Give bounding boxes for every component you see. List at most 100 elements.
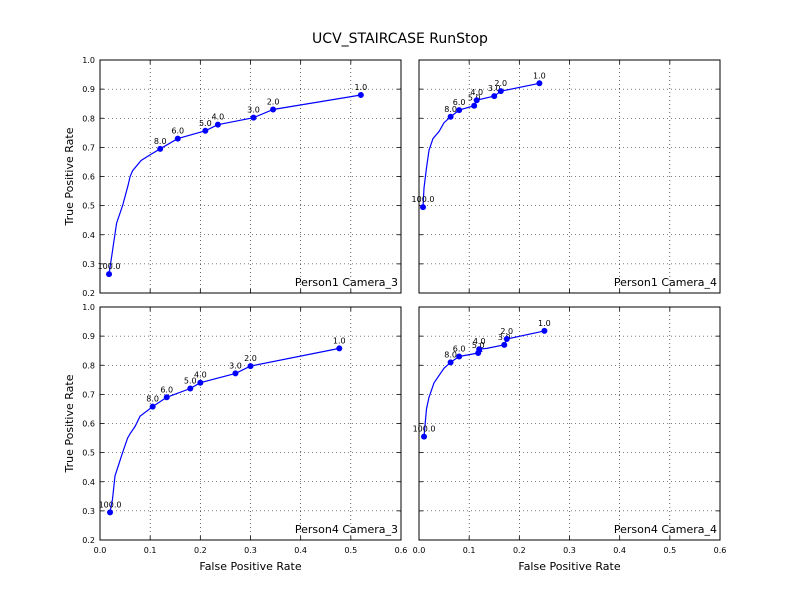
y-tick-label: 0.4 <box>82 231 95 240</box>
threshold-point <box>187 385 194 392</box>
threshold-label: 4.0 <box>470 88 483 97</box>
threshold-point <box>232 370 239 377</box>
x-tick-label: 0.0 <box>94 546 107 555</box>
figure-title: UCV_STAIRCASE RunStop <box>312 31 488 47</box>
threshold-label: 5.0 <box>184 377 197 386</box>
threshold-label: 8.0 <box>444 350 457 359</box>
subplot-label: Person4 Camera_3 <box>295 523 398 536</box>
subplot-3: 0.0 0.1 0.2 0.3 0.4 0.5 0.6 0.2 0.3 0.4 0.5 0.6 0.7 0… <box>63 303 407 573</box>
threshold-label: 5.0 <box>199 119 212 128</box>
threshold-label: 2.0 <box>244 354 257 363</box>
threshold-point <box>501 341 508 348</box>
threshold-label: 4.0 <box>473 337 486 346</box>
threshold-label: 1.0 <box>533 71 546 80</box>
threshold-point <box>473 97 480 104</box>
x-tick-label: 0.0 <box>413 546 426 555</box>
roc-curve <box>108 94 361 275</box>
axes-frame <box>99 59 402 294</box>
x-tick-label: 0.5 <box>344 546 357 555</box>
threshold-label: 5.0 <box>472 341 485 350</box>
threshold-label: 1.0 <box>354 83 367 92</box>
threshold-point <box>174 135 181 142</box>
threshold-label: 1.0 <box>333 336 346 345</box>
x-tick-label: 0.6 <box>395 546 408 555</box>
y-tick-label: 0.6 <box>82 173 95 182</box>
roc-curve <box>422 82 540 208</box>
y-tick-label: 0.7 <box>82 143 95 152</box>
threshold-label: 8.0 <box>154 137 167 146</box>
threshold-point <box>456 353 463 360</box>
threshold-label: 6.0 <box>453 345 466 354</box>
x-tick-label: 0.3 <box>244 546 257 555</box>
x-axis-label: False Positive Rate <box>518 560 620 573</box>
y-tick-label: 0.7 <box>82 390 95 399</box>
x-tick-label: 0.1 <box>463 546 476 555</box>
y-tick-label: 1.0 <box>82 303 95 312</box>
y-tick-label: 0.2 <box>82 536 95 545</box>
threshold-point <box>202 127 209 134</box>
threshold-point <box>497 88 504 95</box>
threshold-point <box>541 327 548 334</box>
threshold-point <box>106 271 113 278</box>
threshold-label: 3.0 <box>247 106 260 115</box>
threshold-point <box>214 121 221 128</box>
threshold-label: 2.0 <box>267 98 280 107</box>
threshold-point <box>421 433 428 440</box>
threshold-point <box>336 345 343 352</box>
y-tick-label: 0.9 <box>82 332 95 341</box>
subplot-2: 100.0 8.06.0 5.04.0 3.02.0 1.0 Person1 Camera… <box>412 59 721 294</box>
axes-frame <box>99 306 402 541</box>
x-tick-label: 0.3 <box>563 546 576 555</box>
threshold-point <box>476 346 483 353</box>
threshold-point <box>503 336 510 343</box>
y-tick-label: 0.6 <box>82 420 95 429</box>
y-tick-label: 0.8 <box>82 114 95 123</box>
x-tick-label: 0.1 <box>144 546 157 555</box>
y-tick-label: 0.5 <box>82 449 95 458</box>
y-tick-label: 0.3 <box>82 507 95 516</box>
threshold-point <box>197 379 204 386</box>
threshold-label: 4.0 <box>212 113 225 122</box>
threshold-label: 6.0 <box>171 127 184 136</box>
threshold-label: 3.0 <box>488 84 501 93</box>
y-tick-label: 0.9 <box>82 85 95 94</box>
subplots-group: 0.20.30.40.50.60.70.80.91.0100.08.06.05.… <box>63 56 726 573</box>
axes-frame <box>418 59 721 294</box>
y-axis-label: True Positive Rate <box>63 374 76 473</box>
y-tick-label: 0.3 <box>82 260 95 269</box>
y-tick-label: 0.8 <box>82 361 95 370</box>
threshold-label: 100.0 <box>412 195 435 204</box>
x-tick-label: 0.4 <box>294 546 307 555</box>
threshold-label: 1.0 <box>538 319 551 328</box>
roc-curve <box>109 347 340 513</box>
y-axis-label: True Positive Rate <box>63 127 76 226</box>
axes-frame <box>418 306 721 541</box>
threshold-label: 8.0 <box>146 395 159 404</box>
threshold-point <box>270 106 277 113</box>
y-tick-label: 0.4 <box>82 478 95 487</box>
threshold-point <box>149 403 156 410</box>
threshold-point <box>357 91 364 98</box>
threshold-label: 3.0 <box>229 361 242 370</box>
x-tick-label: 0.5 <box>663 546 676 555</box>
x-tick-label: 0.2 <box>194 546 207 555</box>
x-tick-label: 0.2 <box>513 546 526 555</box>
threshold-label: 4.0 <box>194 371 207 380</box>
x-axis-label: False Positive Rate <box>199 560 301 573</box>
y-tick-label: 0.5 <box>82 202 95 211</box>
x-tick-label: 0.6 <box>714 546 727 555</box>
threshold-point <box>250 114 257 121</box>
threshold-point <box>456 107 463 114</box>
threshold-label: 100.0 <box>413 425 436 434</box>
threshold-label: 6.0 <box>453 98 466 107</box>
y-tick-label: 1.0 <box>82 56 95 65</box>
threshold-point <box>163 394 170 401</box>
threshold-label: 2.0 <box>494 79 507 88</box>
threshold-label: 100.0 <box>98 262 121 271</box>
threshold-point <box>536 80 543 87</box>
subplot-1: 0.2 0.3 0.4 0.5 0.6 0.7 0.8 0.9 1.0 100.0 8.0 6.0 5.… <box>63 56 402 298</box>
subplot-4: 0.0 0.1 0.2 0.3 0.4 0.5 0.6 100.0 8.06.0 5.04.0 3.… <box>413 306 727 573</box>
threshold-label: 2.0 <box>500 327 513 336</box>
